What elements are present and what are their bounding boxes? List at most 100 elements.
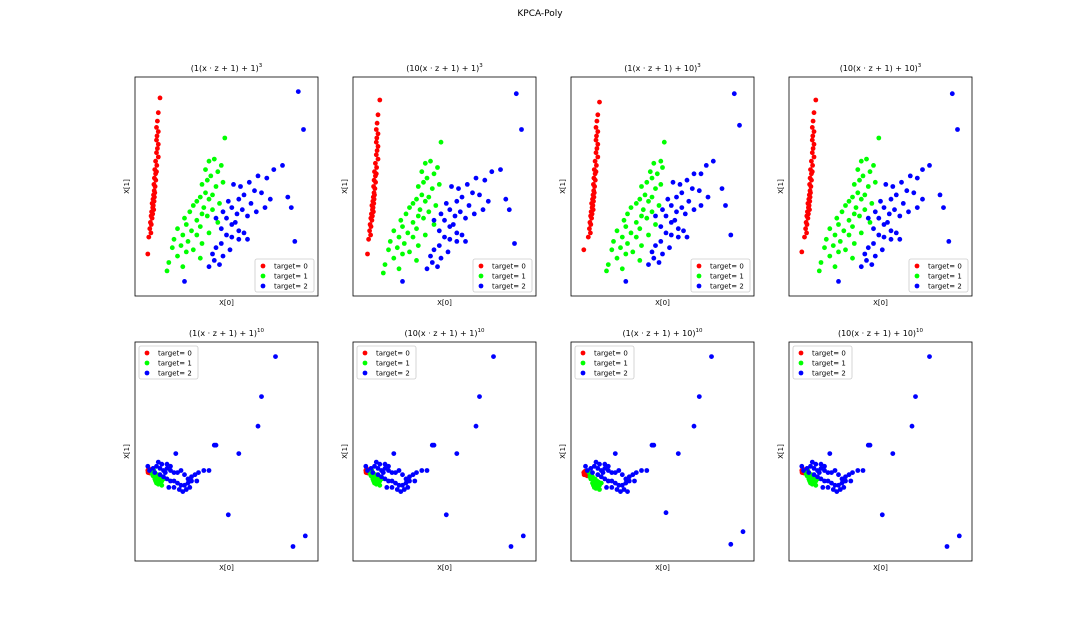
scatter-point xyxy=(377,97,383,103)
scatter-point xyxy=(658,182,664,187)
scatter-point xyxy=(255,423,261,429)
scatter-point xyxy=(419,468,425,473)
scatter-point xyxy=(623,224,629,230)
series-target-1 xyxy=(380,139,444,276)
scatter-point xyxy=(211,156,217,162)
scatter-point xyxy=(171,485,177,490)
scatter-point xyxy=(154,150,159,156)
scatter-point xyxy=(436,182,442,187)
scatter-point xyxy=(890,184,896,189)
scatter-point xyxy=(175,480,180,486)
scatter-point xyxy=(893,192,899,198)
subplot-title-exponent: 10 xyxy=(477,328,484,334)
legend-marker xyxy=(144,370,150,376)
subplot-title-main: (10(x · z + 1) + 1) xyxy=(405,329,478,338)
x-axis-label: X[0] xyxy=(219,564,234,572)
scatter-point xyxy=(185,476,191,482)
scatter-point xyxy=(157,466,163,471)
scatter-point xyxy=(169,245,175,251)
scatter-point xyxy=(609,247,615,253)
scatter-point xyxy=(602,466,608,471)
scatter-point xyxy=(644,468,650,473)
scatter-point xyxy=(373,459,379,465)
scatter-point xyxy=(811,110,817,116)
scatter-point xyxy=(633,234,639,240)
scatter-point xyxy=(171,478,177,484)
scatter-point xyxy=(273,354,278,359)
scatter-point xyxy=(804,466,810,471)
scatter-point xyxy=(248,201,254,206)
scatter-point xyxy=(182,482,187,488)
scatter-point xyxy=(591,482,596,488)
scatter-point xyxy=(811,129,817,135)
scatter-point xyxy=(609,478,615,484)
scatter-point xyxy=(604,485,609,490)
scatter-point xyxy=(155,146,160,151)
scatter-point xyxy=(836,222,841,227)
scatter-point xyxy=(899,179,904,185)
scatter-point xyxy=(302,533,308,539)
scatter-point xyxy=(681,228,686,234)
legend-box xyxy=(254,258,315,293)
scatter-point xyxy=(382,476,388,482)
scatter-point xyxy=(640,207,646,213)
scatter-point xyxy=(890,451,896,456)
scatter-point xyxy=(595,141,601,147)
scatter-point xyxy=(182,472,187,478)
subplot-title-exponent: 10 xyxy=(695,328,702,334)
scatter-point xyxy=(679,205,685,211)
scatter-point xyxy=(201,468,207,473)
scatter-point xyxy=(194,478,200,484)
scatter-point xyxy=(417,207,423,213)
scatter-point xyxy=(892,207,897,213)
legend: target= 0 target= 1 target= 2 xyxy=(138,345,199,380)
scatter-point xyxy=(674,209,679,215)
scatter-point xyxy=(832,482,838,488)
scatter-point xyxy=(175,226,180,232)
scatter-point xyxy=(252,188,257,194)
scatter-point xyxy=(597,461,602,467)
scatter-point xyxy=(368,224,374,230)
scatter-point xyxy=(830,243,836,249)
scatter-point xyxy=(442,234,447,240)
scatter-point xyxy=(637,226,643,232)
scatter-point xyxy=(473,175,479,181)
scatter-point xyxy=(886,211,892,217)
legend-entry: target= 1 xyxy=(812,360,846,368)
scatter-point xyxy=(171,470,177,475)
subplot-title-main: (10(x · z + 1) + 10) xyxy=(840,64,918,73)
scatter-point xyxy=(691,423,697,429)
scatter-point xyxy=(175,470,180,475)
scatter-point xyxy=(241,230,247,236)
scatter-point xyxy=(691,207,697,213)
scatter-point xyxy=(400,482,405,488)
scatter-point xyxy=(822,478,827,484)
scatter-point xyxy=(197,255,203,261)
scatter-point xyxy=(589,215,594,221)
scatter-point xyxy=(663,510,669,516)
scatter-point xyxy=(646,198,651,204)
scatter-point xyxy=(927,354,932,359)
scatter-point xyxy=(809,171,814,177)
scatter-point xyxy=(396,468,402,473)
scatter-point xyxy=(454,230,460,236)
scatter-point xyxy=(625,211,630,217)
scatter-point xyxy=(651,255,657,261)
legend-entry: target= 1 xyxy=(594,360,628,368)
scatter-point xyxy=(168,463,173,469)
subplot-title-exponent: 3 xyxy=(918,63,922,69)
scatter-point xyxy=(164,476,170,482)
scatter-point xyxy=(618,245,623,251)
scatter-point xyxy=(851,241,857,246)
subplot-8: (10(x · z + 1) + 10)10X[0]X[1]target= 0t… xyxy=(777,328,973,572)
scatter-point xyxy=(387,239,393,244)
scatter-point xyxy=(380,270,386,276)
scatter-point xyxy=(897,213,903,219)
scatter-point xyxy=(846,198,852,204)
scatter-point xyxy=(811,154,817,160)
series-target-1 xyxy=(604,139,667,274)
scatter-point xyxy=(171,236,177,242)
scatter-point xyxy=(204,213,210,219)
legend-marker xyxy=(478,273,484,279)
scatter-point xyxy=(470,190,475,196)
